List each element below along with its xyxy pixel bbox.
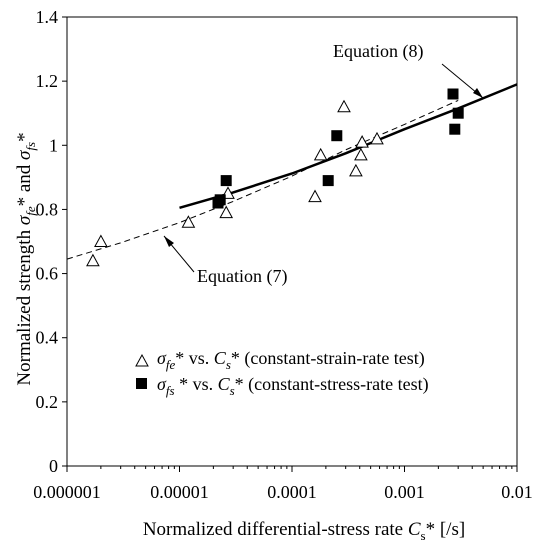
triangle-point: [86, 253, 100, 267]
y-tick-label: 0.2: [36, 392, 59, 412]
square-point: [220, 175, 232, 187]
equation-8-label: Equation (8): [333, 41, 423, 62]
legend-fe-tail: * (constant-strain-rate test): [231, 348, 425, 369]
y-axis-title-sub2: fs: [23, 142, 38, 151]
equation-7-arrowhead: [164, 236, 174, 247]
y-tick-label: 0.4: [36, 328, 59, 348]
triangle-point: [94, 234, 108, 247]
x-axis-title-symbol: C: [408, 519, 421, 540]
square-point: [322, 175, 334, 187]
triangle-point: [308, 189, 322, 203]
x-tick-label: 0.00001: [150, 482, 209, 502]
triangle-point: [313, 147, 328, 161]
triangle-point: [181, 215, 196, 228]
legend-fe-sigma: σ: [157, 348, 167, 368]
y-axis-title-sub1: fe: [23, 206, 38, 216]
legend-entry-fs: σfs * vs. Cs* (constant-stress-rate test…: [157, 374, 429, 398]
x-axis-title: Normalized differential-stress rate Cs* …: [143, 519, 465, 543]
legend-fs-tail: * (constant-stress-rate test): [235, 374, 429, 395]
triangle-point: [355, 135, 369, 148]
x-axis-title-suffix: * [/s]: [426, 519, 466, 540]
legend-fs-sigma: σ: [157, 374, 167, 394]
square-point: [214, 194, 226, 206]
x-tick-label: 0.0001: [267, 482, 317, 502]
y-axis-title-mid: * and: [14, 160, 35, 206]
square-point: [452, 107, 464, 119]
triangle-point: [219, 205, 234, 219]
y-tick-label: 1.2: [36, 71, 59, 91]
y-axis-title-prefix: Normalized strength: [14, 225, 35, 385]
legend-fs-c: C: [218, 374, 231, 394]
x-axis-title-prefix: Normalized differential-stress rate: [143, 519, 408, 540]
y-tick-label: 0.8: [36, 199, 59, 219]
legend: σfe* vs. Cs* (constant-strain-rate test)…: [135, 348, 429, 398]
legend-fe-c-sub: s: [226, 357, 231, 372]
square-point: [331, 130, 343, 142]
x-axis-title-sub: s: [421, 528, 426, 543]
square-point: [449, 123, 461, 135]
data-markers: [86, 88, 464, 267]
triangle-point: [354, 147, 368, 161]
y-axis-title-sigma1: σ: [14, 215, 35, 225]
legend-square-marker: [136, 378, 147, 389]
y-tick-label: 0: [49, 456, 58, 476]
y-axis-title-suffix: *: [14, 132, 35, 142]
triangle-point: [370, 131, 384, 145]
y-axis-ticks: 0 0.2 0.4 0.6 0.8 1 1.2 1.4: [36, 7, 67, 476]
equation-7-curve: [66, 99, 459, 260]
legend-fe-c: C: [214, 348, 227, 368]
equation-7-label: Equation (7): [197, 266, 287, 287]
legend-triangle-marker: [135, 353, 149, 367]
square-point: [447, 88, 459, 100]
legend-entry-fe: σfe* vs. Cs* (constant-strain-rate test): [157, 348, 425, 372]
triangle-point: [337, 99, 351, 113]
legend-fe-sub: fe: [166, 357, 176, 372]
x-tick-label: 0.000001: [33, 482, 101, 502]
legend-fs-sub: fs: [166, 383, 175, 398]
y-axis-title: Normalized strength σfe* and σfs*: [14, 132, 38, 385]
y-tick-label: 1: [49, 135, 58, 155]
legend-fe-mid: * vs.: [175, 348, 214, 368]
x-tick-label: 0.01: [501, 482, 533, 502]
x-axis-ticks: 0.000001 0.00001 0.0001 0.001 0.01: [33, 466, 533, 502]
y-axis-title-sigma2: σ: [14, 150, 35, 160]
equation-8-arrowhead: [473, 88, 483, 98]
y-tick-label: 1.4: [36, 7, 59, 27]
y-tick-label: 0.6: [36, 264, 59, 284]
x-tick-label: 0.001: [384, 482, 425, 502]
legend-fs-c-sub: s: [230, 383, 235, 398]
legend-fs-mid: * vs.: [175, 374, 218, 394]
triangle-point: [349, 163, 363, 177]
